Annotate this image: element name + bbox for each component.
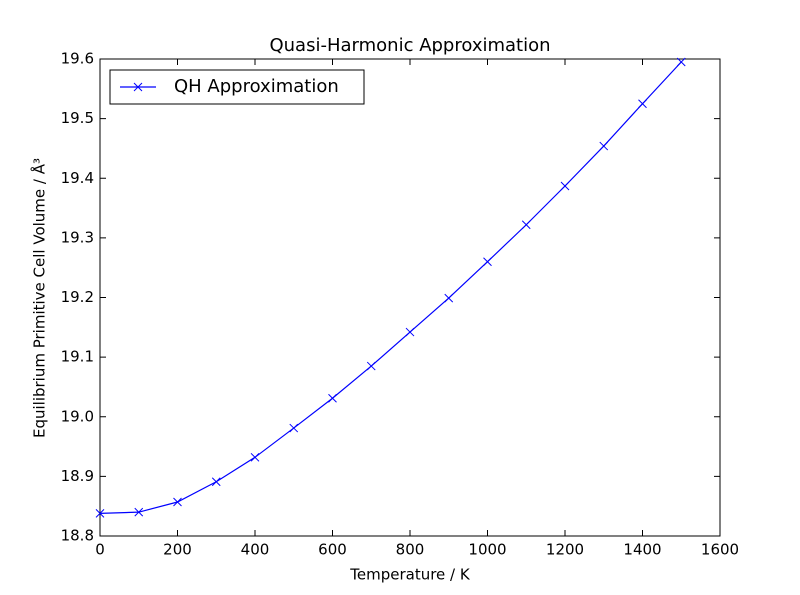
x-axis-label: Temperature / K [349,566,471,584]
marker-stroke [444,293,454,303]
data-point [483,257,492,267]
data-point [638,99,647,109]
legend: QH Approximation [109,69,365,105]
data-point [211,477,221,487]
marker-stroke [366,361,376,371]
series-line [99,61,682,514]
x-tick-label: 1200 [546,541,584,559]
legend-marker [133,82,143,92]
x-tick-label: 1400 [623,541,661,559]
data-point [366,361,376,371]
data-point [328,393,337,403]
y-tick-label: 19.1 [61,348,94,366]
x-tick-label: 1600 [701,541,739,559]
x-tick-label: 800 [396,541,425,559]
marker-stroke [173,497,182,507]
y-tick-label: 19.0 [61,407,94,425]
y-tick-label: 18.9 [61,467,94,485]
data-point [173,497,182,507]
y-axis-label: Equilibrium Primitive Cell Volume / Å³ [30,158,49,438]
y-tick-label: 19.5 [61,109,94,127]
marker-stroke [133,82,143,92]
data-point [250,452,260,462]
marker-stroke [250,452,260,462]
marker-stroke [521,220,531,230]
marker-stroke [95,508,105,518]
data-point [134,507,144,517]
plot-frame [99,58,721,537]
marker-stroke [599,141,609,151]
data-point [289,423,299,433]
y-tick-label: 19.4 [61,169,94,187]
chart-title: Quasi-Harmonic Approximation [269,35,550,56]
marker-stroke [676,57,686,67]
data-point [560,181,570,191]
marker-stroke [638,99,647,109]
data-point [95,508,105,518]
data-point [444,293,454,303]
marker-stroke [483,257,492,267]
marker-stroke [405,327,415,337]
data-point [405,327,415,337]
y-tick-label: 18.8 [61,527,94,545]
data-point [521,220,531,230]
marker-stroke [289,423,299,433]
marker-stroke [134,507,144,517]
x-tick-label: 200 [163,541,192,559]
data-point [599,141,609,151]
marker-stroke [560,181,570,191]
x-tick-label: 600 [318,541,347,559]
y-tick-label: 19.2 [61,288,94,306]
data-point [676,57,686,67]
marker-stroke [211,477,221,487]
x-tick-label: 400 [241,541,270,559]
legend-label: QH Approximation [174,76,339,97]
y-tick-label: 19.3 [61,228,94,246]
x-tick-label: 1000 [468,541,506,559]
x-tick-label: 0 [95,541,105,559]
y-tick-label: 19.6 [61,50,94,68]
marker-stroke [328,393,337,403]
